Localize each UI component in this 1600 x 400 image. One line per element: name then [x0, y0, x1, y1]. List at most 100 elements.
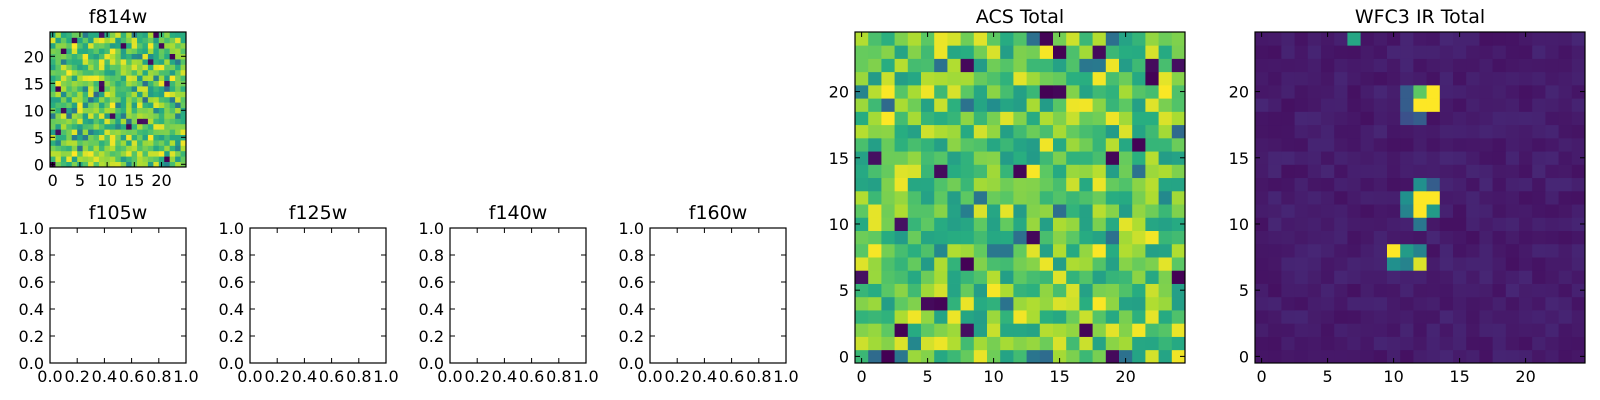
heatmap-cell	[158, 64, 165, 71]
heatmap-cell	[1132, 349, 1146, 364]
heatmap-cell	[1373, 270, 1388, 284]
heatmap-cell	[88, 161, 94, 168]
heatmap-cell	[153, 113, 160, 119]
heatmap-cell	[1466, 243, 1480, 258]
heatmap-cell	[50, 150, 56, 157]
heatmap-cell	[82, 59, 89, 65]
heatmap-cell	[1492, 177, 1507, 192]
heatmap-cell	[1360, 283, 1375, 298]
heatmap-cell	[169, 156, 176, 162]
x-tick-label: 0.8	[746, 367, 771, 386]
heatmap-cell	[1321, 111, 1335, 126]
heatmap-cell	[1571, 243, 1586, 258]
heatmap-cell	[1532, 217, 1546, 231]
heatmap-cell	[153, 42, 160, 49]
heatmap-cell	[1439, 243, 1454, 258]
heatmap-cell	[1281, 45, 1295, 59]
heatmap-cell	[973, 45, 988, 59]
heatmap-cell	[77, 129, 84, 135]
y-tick-label: 1.0	[419, 219, 444, 238]
heatmap-cell	[1545, 243, 1559, 258]
heatmap-cell	[1294, 164, 1309, 179]
heatmap-cell	[907, 190, 922, 205]
heatmap-cell	[60, 69, 67, 76]
heatmap-cell	[907, 58, 922, 73]
heatmap-cell	[1426, 124, 1441, 139]
heatmap-cell	[987, 32, 1001, 46]
heatmap-cell	[66, 96, 73, 103]
heatmap-cell	[1387, 310, 1401, 324]
heatmap-cell	[1453, 257, 1467, 271]
heatmap-cell	[1479, 32, 1493, 46]
heatmap-cell	[164, 37, 171, 44]
heatmap-cell	[1092, 204, 1107, 218]
heatmap-cell	[158, 59, 165, 65]
heatmap-cell	[973, 323, 988, 337]
heatmap-cell	[1466, 230, 1480, 245]
heatmap-cell	[1532, 349, 1546, 364]
heatmap-cell	[1479, 124, 1493, 139]
heatmap-cell	[1171, 151, 1186, 165]
heatmap-cell	[1400, 230, 1414, 245]
heatmap-cell	[987, 84, 1001, 99]
heatmap-cell	[881, 164, 895, 179]
heatmap-cell	[1505, 336, 1520, 351]
heatmap-cell	[1013, 217, 1027, 231]
heatmap-cell	[907, 71, 922, 86]
heatmap-cell	[1545, 310, 1559, 324]
heatmap-cell	[1132, 151, 1146, 165]
heatmap-cell	[55, 118, 62, 125]
heatmap-cell	[855, 257, 869, 271]
heatmap-cell	[50, 145, 56, 152]
heatmap-cell	[1453, 45, 1467, 59]
heatmap-cell	[1053, 177, 1067, 192]
heatmap-cell	[1426, 71, 1441, 86]
heatmap-cell	[1439, 32, 1454, 46]
heatmap-cell	[55, 113, 62, 119]
heatmap-cell	[907, 283, 922, 298]
x-tick-label: 0	[857, 367, 867, 386]
heatmap-cell	[1105, 230, 1120, 245]
heatmap-cell	[1439, 58, 1454, 73]
heatmap-cell	[1387, 204, 1401, 218]
heatmap-cell	[98, 42, 105, 49]
heatmap-cell	[1132, 111, 1146, 126]
heatmap-cell	[1492, 58, 1507, 73]
heatmap-cell	[1079, 124, 1093, 139]
heatmap-cell	[987, 230, 1001, 245]
heatmap-cell	[153, 69, 160, 76]
heatmap-cell	[1026, 257, 1041, 271]
heatmap-cell	[1453, 336, 1467, 351]
heatmap-cell	[1466, 98, 1480, 112]
heatmap-cell	[104, 75, 111, 81]
heatmap-cell	[987, 270, 1001, 284]
heatmap-cell	[66, 145, 73, 152]
heatmap-cell	[1360, 124, 1375, 139]
heatmap-cell	[1519, 45, 1533, 59]
heatmap-cell	[1426, 230, 1441, 245]
heatmap-cell	[1079, 151, 1093, 165]
heatmap-cell	[180, 113, 187, 119]
heatmap-cell	[137, 42, 143, 49]
heatmap-cell	[142, 129, 149, 135]
heatmap-cell	[1400, 349, 1414, 364]
heatmap-cell	[1400, 164, 1414, 179]
heatmap-cell	[1132, 71, 1146, 86]
heatmap-cell	[1439, 336, 1454, 351]
heatmap-cell	[1519, 257, 1533, 271]
heatmap-cell	[98, 161, 105, 168]
heatmap-cell	[131, 53, 138, 60]
heatmap-cell	[1571, 217, 1586, 231]
y-tick-label: 0.2	[619, 327, 644, 346]
heatmap-cell	[868, 323, 882, 337]
heatmap-cell	[1400, 243, 1414, 258]
heatmap-cell	[1092, 349, 1107, 364]
heatmap-cell	[55, 80, 62, 87]
heatmap-cell	[1426, 84, 1441, 99]
heatmap-cell	[1453, 137, 1467, 152]
heatmap-cell	[934, 336, 948, 351]
y-tick-label: 0.4	[419, 300, 444, 319]
heatmap-cell	[50, 91, 56, 98]
heatmap-cell	[77, 59, 84, 65]
heatmap-cell	[1079, 336, 1093, 351]
